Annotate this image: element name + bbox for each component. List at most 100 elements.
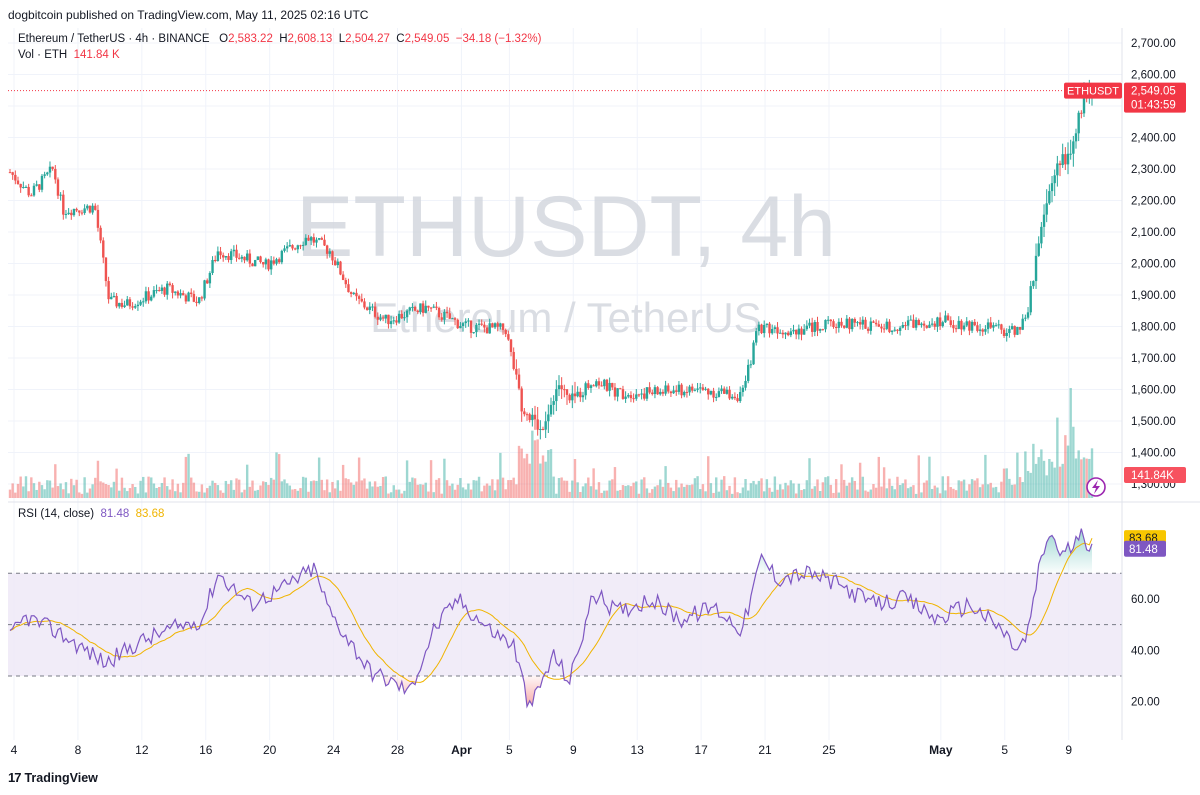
candle-body	[480, 323, 483, 325]
candle-body	[368, 306, 371, 310]
volume-bar	[461, 487, 465, 498]
volume-bar	[277, 454, 281, 498]
volume-bar	[267, 484, 270, 498]
volume-bar	[747, 490, 750, 498]
symbol-label[interactable]: Ethereum / TetherUS · 4h · BINANCE	[18, 33, 210, 45]
volume-bar	[339, 490, 342, 498]
volume-bar	[763, 491, 766, 498]
volume-bar	[485, 483, 489, 498]
candle-body	[1072, 141, 1075, 154]
candle-body	[333, 260, 337, 266]
tradingview-footer[interactable]: 17 TradingView	[8, 770, 98, 785]
volume-bar	[541, 455, 545, 498]
candle-body	[190, 292, 193, 294]
volume-bar	[1002, 468, 1006, 498]
volume-bar	[427, 491, 430, 498]
volume-bar	[405, 460, 409, 498]
volume-bar	[914, 493, 918, 498]
candle-body	[584, 383, 587, 396]
volume-bar	[629, 486, 633, 498]
candle-body	[496, 323, 499, 327]
candle-body	[461, 323, 465, 326]
volume-bar	[994, 486, 998, 498]
candle-body	[555, 389, 558, 402]
volume-bar	[725, 490, 729, 498]
candle-body	[1056, 163, 1059, 176]
volume-bar	[834, 479, 838, 498]
volume-bar	[43, 489, 46, 498]
volume-bar	[837, 492, 841, 498]
candle-body	[80, 212, 84, 214]
volume-bar	[118, 490, 121, 498]
candle-body	[880, 326, 883, 329]
candle-body	[35, 184, 38, 186]
volume-bar	[195, 491, 198, 498]
volume-bar	[296, 490, 300, 498]
volume-bar	[661, 486, 665, 498]
volume-bar	[440, 493, 443, 498]
candle-body	[448, 313, 451, 319]
candle-body	[581, 395, 585, 398]
volume-bar	[368, 481, 371, 498]
volume-bar	[563, 480, 566, 498]
volume-bar	[472, 480, 475, 498]
volume-label[interactable]: Vol · ETH	[18, 49, 68, 61]
volume-bar	[688, 485, 691, 498]
candle-body	[118, 302, 121, 307]
candle-body	[763, 324, 766, 334]
candle-body	[1018, 327, 1022, 330]
candle-body	[744, 380, 747, 388]
candle-body	[965, 321, 968, 326]
volume-bar	[261, 481, 265, 498]
volume-bar	[1029, 472, 1032, 498]
candle-body	[251, 263, 254, 267]
volume-bar	[717, 491, 721, 498]
candle-body	[565, 389, 569, 395]
candle-body	[56, 179, 60, 196]
volume-bar	[856, 489, 859, 498]
volume-bar	[59, 483, 62, 498]
candle-body	[134, 306, 137, 308]
candle-body	[1021, 318, 1024, 330]
candle-body	[32, 185, 36, 196]
volume-legend: Vol · ETH 141.84 K	[18, 49, 120, 61]
candle-body	[411, 306, 414, 308]
volume-bar	[752, 480, 755, 498]
volume-bar	[355, 481, 358, 498]
candle-body	[922, 323, 926, 326]
rsi-label[interactable]: RSI (14, close)	[18, 508, 95, 520]
candle-body	[640, 393, 643, 395]
volume-bar	[973, 480, 976, 498]
candle-body	[43, 174, 46, 176]
candle-body	[725, 389, 729, 394]
candle-body	[1061, 154, 1064, 166]
candle-body	[475, 324, 478, 333]
volume-bar	[1056, 417, 1059, 498]
price-tick-label: 2,000.00	[1131, 259, 1176, 271]
candle-body	[285, 246, 289, 249]
volume-bar	[781, 489, 785, 498]
volume-bar	[216, 485, 220, 498]
candle-body	[936, 317, 939, 327]
volume-bar	[1053, 467, 1056, 498]
volume-bar	[595, 489, 598, 498]
candle-body	[866, 328, 870, 331]
candle-body	[595, 381, 598, 387]
volume-bar	[200, 484, 204, 498]
volume-bar	[520, 448, 523, 498]
candle-body	[960, 320, 963, 330]
volume-bar	[928, 456, 931, 498]
candle-body	[794, 329, 798, 335]
volume-bar	[643, 477, 646, 498]
candle-body	[456, 319, 459, 329]
candle-body	[112, 295, 116, 297]
volume-bar	[938, 493, 942, 498]
volume-bar	[1082, 457, 1086, 498]
symbol-tag	[1064, 82, 1122, 99]
candle-body	[898, 327, 902, 331]
volume-bar	[680, 483, 683, 498]
candle-body	[275, 259, 278, 264]
candle-body	[968, 321, 971, 331]
candle-body	[701, 387, 705, 390]
volume-bar	[952, 488, 955, 498]
